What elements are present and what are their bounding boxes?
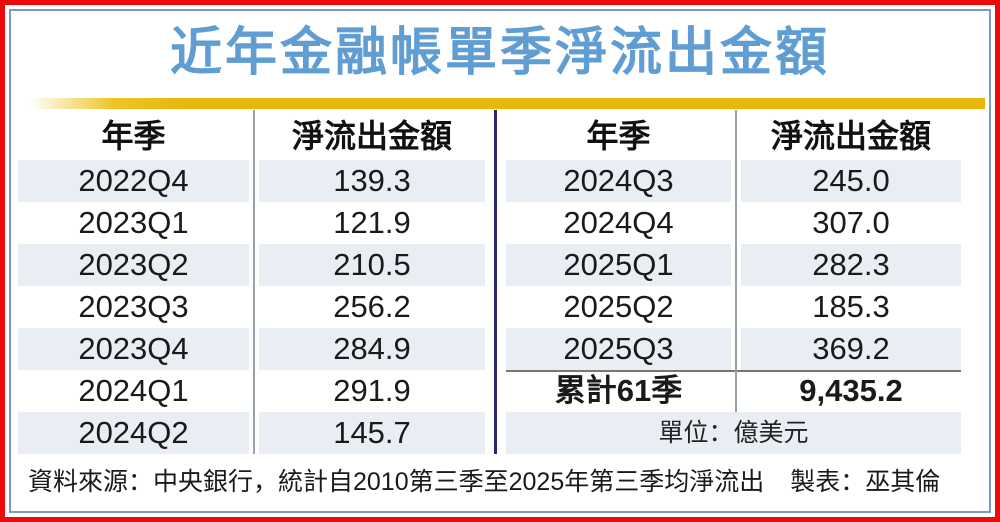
right-table-header-row: 年季 淨流出金額 [506,110,961,160]
left-header-amount: 淨流出金額 [291,118,452,154]
table-row: 2024Q3 245.0 [506,160,961,202]
inner-frame: 近年金融帳單季淨流出金額 年季 淨流出金額 2022Q4 139.3 2023Q… [9,9,991,513]
source-text: 資料來源：中央銀行，統計自2010第三季至2025年第三季均淨流出 [28,468,765,496]
table-row: 2024Q1 291.9 [18,370,485,412]
total-label: 累計61季 [554,373,683,408]
amount-cell: 139.3 [254,160,485,202]
table-row: 2023Q1 121.9 [18,202,485,244]
amount-cell: 185.3 [812,289,890,324]
right-table: 年季 淨流出金額 2024Q3 245.0 2024Q4 307.0 2025Q… [506,110,961,454]
unit-note: 單位：億美元 [506,412,961,454]
amount-cell: 145.7 [254,412,485,454]
cumulative-total-row: 累計61季 9,435.2 [506,370,961,412]
table-row: 2023Q2 210.5 [18,244,485,286]
page-title: 近年金融帳單季淨流出金額 [169,24,830,82]
unit-row: 單位：億美元 [506,412,961,454]
quarter-cell: 2024Q4 [563,205,674,240]
quarter-cell: 2024Q2 [18,412,254,454]
left-column-divider [253,110,255,454]
amount-cell: 282.3 [736,244,961,286]
quarter-cell: 2025Q3 [506,328,736,370]
credit-text: 製表：巫其倫 [790,468,941,496]
amount-cell: 369.2 [736,328,961,370]
data-table-region: 年季 淨流出金額 2022Q4 139.3 2023Q1 121.9 2023Q… [18,110,961,454]
amount-cell: 245.0 [736,160,961,202]
quarter-cell: 2023Q4 [18,328,254,370]
quarter-cell: 2023Q3 [78,289,189,324]
left-header-quarter: 年季 [101,118,166,154]
right-column-divider [735,110,737,412]
quarter-cell: 2022Q4 [18,160,254,202]
quarter-cell: 2023Q1 [78,205,189,240]
table-row: 2024Q4 307.0 [506,202,961,244]
amount-cell: 291.9 [333,373,411,408]
table-row: 2025Q2 185.3 [506,286,961,328]
amount-cell: 210.5 [254,244,485,286]
quarter-cell: 2023Q2 [18,244,254,286]
table-row: 2023Q3 256.2 [18,286,485,328]
table-row: 2025Q3 369.2 [506,328,961,370]
quarter-cell: 2025Q1 [506,244,736,286]
quarter-cell: 2024Q3 [506,160,736,202]
amount-cell: 256.2 [333,289,411,324]
right-header-amount: 淨流出金額 [770,118,931,154]
quarter-cell: 2025Q2 [563,289,674,324]
table-row: 2023Q4 284.9 [18,328,485,370]
table-row: 2022Q4 139.3 [18,160,485,202]
table-row: 2025Q1 282.3 [506,244,961,286]
left-table-header-row: 年季 淨流出金額 [18,110,485,160]
left-table: 年季 淨流出金額 2022Q4 139.3 2023Q1 121.9 2023Q… [18,110,485,454]
table-row: 2024Q2 145.7 [18,412,485,454]
amount-cell: 284.9 [254,328,485,370]
center-divider [494,110,497,454]
total-value: 9,435.2 [799,373,903,408]
quarter-cell: 2024Q1 [78,373,189,408]
amount-cell: 121.9 [333,205,411,240]
right-header-quarter: 年季 [586,118,651,154]
amount-cell: 307.0 [812,205,890,240]
gold-divider-bar [29,98,985,109]
footer: 資料來源：中央銀行，統計自2010第三季至2025年第三季均淨流出 製表：巫其倫 [28,462,989,498]
